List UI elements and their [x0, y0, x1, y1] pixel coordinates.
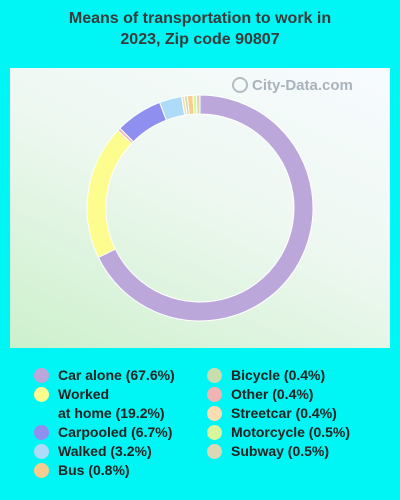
legend-swatch	[207, 368, 222, 383]
legend-swatch	[207, 444, 222, 459]
globe-icon	[232, 77, 248, 93]
legend-label: Bicycle (0.4%)	[231, 367, 326, 383]
legend-label: Other (0.4%)	[231, 386, 314, 402]
legend-item: Bicycle (0.4%)	[207, 366, 325, 385]
legend-item: Car alone (67.6%)	[34, 366, 175, 385]
legend-item: Motorcycle (0.5%)	[207, 423, 350, 442]
legend-swatch	[34, 463, 49, 478]
watermark: City-Data.com	[232, 76, 353, 94]
legend-item: Worked at home (19.2%)	[34, 385, 165, 423]
chart-title-line-2: 2023, Zip code 90807	[120, 31, 280, 48]
legend-swatch	[207, 387, 222, 402]
legend-swatch	[207, 425, 222, 440]
legend-item: Bus (0.8%)	[34, 461, 130, 480]
slice-worked-at-home	[86, 129, 133, 259]
legend-label: Bus (0.8%)	[58, 462, 130, 478]
watermark-text: City-Data.com	[252, 76, 353, 94]
legend-item: Carpooled (6.7%)	[34, 423, 172, 442]
legend-swatch	[34, 368, 49, 383]
legend-label: Streetcar (0.4%)	[231, 405, 337, 421]
legend-swatch	[34, 387, 49, 402]
chart-title: Means of transportation to work in 2023,…	[0, 8, 400, 50]
legend-label: Walked (3.2%)	[58, 443, 152, 459]
slice-carpooled	[119, 101, 168, 143]
legend-swatch	[207, 406, 222, 421]
legend-label: Car alone (67.6%)	[58, 367, 175, 383]
legend-item: Subway (0.5%)	[207, 442, 329, 461]
legend-item: Streetcar (0.4%)	[207, 404, 337, 423]
chart-legend: Car alone (67.6%) Worked at home (19.2%) Ca…	[0, 366, 400, 496]
legend-label: Worked at home (19.2%)	[58, 386, 165, 421]
legend-swatch	[34, 425, 49, 440]
legend-swatch	[34, 444, 49, 459]
legend-label: Motorcycle (0.5%)	[231, 424, 351, 440]
legend-item: Other (0.4%)	[207, 385, 313, 404]
legend-label: Carpooled (6.7%)	[58, 424, 173, 440]
slice-car-alone	[97, 94, 314, 322]
chart-title-line-1: Means of transportation to work in	[68, 10, 332, 27]
donut-chart	[86, 94, 314, 322]
plot-area	[10, 68, 390, 348]
legend-item: Walked (3.2%)	[34, 442, 152, 461]
slice-subway	[195, 94, 201, 115]
legend-label: Subway (0.5%)	[231, 443, 330, 459]
